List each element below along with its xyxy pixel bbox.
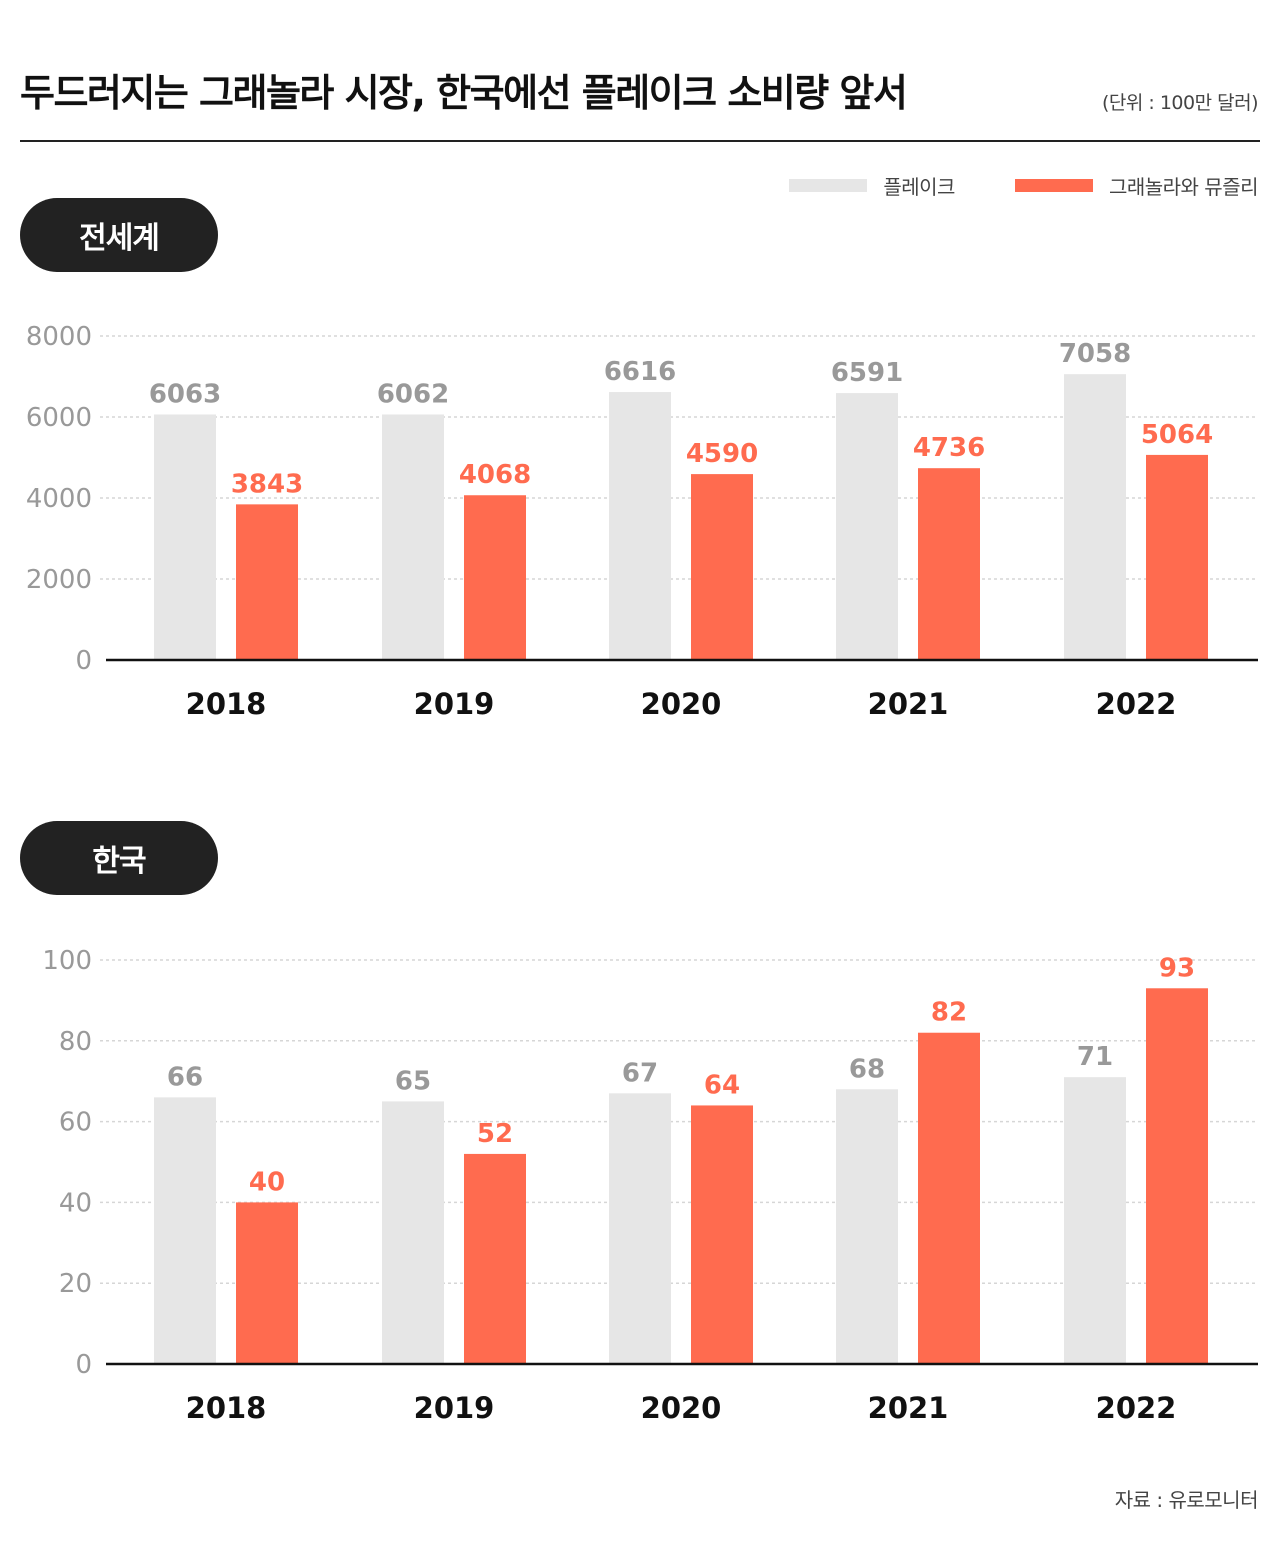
world-bar-granola-2019 (464, 495, 526, 660)
korea-y-tick-label: 100 (42, 946, 92, 976)
korea-data-label-granola-2020: 64 (704, 1070, 740, 1100)
unit-note: (단위 : 100만 달러) (1101, 92, 1259, 114)
korea-data-label-granola-2018: 40 (249, 1167, 285, 1197)
page-title: 두드러지는 그래놀라 시장, 한국에선 플레이크 소비량 앞서 (20, 71, 908, 115)
korea-x-tick-label: 2019 (414, 1391, 495, 1425)
world-bar-flakes-2019 (382, 414, 444, 660)
korea-bar-flakes-2018 (154, 1097, 216, 1364)
korea-y-tick-label: 80 (59, 1027, 92, 1057)
korea-data-label-granola-2021: 82 (931, 998, 967, 1028)
title-divider (20, 140, 1260, 142)
korea-x-tick-label: 2018 (186, 1391, 267, 1425)
korea-y-tick-label: 20 (59, 1269, 92, 1299)
world-x-tick-label: 2020 (641, 687, 722, 721)
korea-data-label-flakes-2018: 66 (167, 1062, 203, 1092)
source-note: 자료 : 유로모니터 (1114, 1488, 1259, 1512)
world-data-label-granola-2019: 4068 (459, 460, 531, 490)
world-data-label-granola-2020: 4590 (686, 439, 758, 469)
world-bar-flakes-2022 (1064, 374, 1126, 660)
world-x-tick-label: 2021 (868, 687, 949, 721)
legend-label-flakes: 플레이크 (883, 174, 955, 199)
korea-bar-granola-2020 (691, 1105, 753, 1364)
korea-data-label-flakes-2020: 67 (622, 1058, 658, 1088)
korea-data-label-flakes-2019: 65 (395, 1066, 431, 1096)
legend-item-granola: 그래놀라와 뮤즐리 (1014, 171, 1259, 200)
world-x-tick-label: 2022 (1096, 687, 1177, 721)
legend-swatch-flakes (789, 178, 868, 192)
world-data-label-granola-2018: 3843 (231, 469, 303, 499)
chart-korea: 0 20 40 60 80 100 66 40 2018 65 52 2019 67 64 2020 68 82… (42, 946, 1258, 1425)
korea-y-tick-label: 0 (75, 1350, 92, 1380)
korea-x-tick-label: 2022 (1096, 1391, 1177, 1425)
korea-y-tick-label: 40 (59, 1188, 92, 1218)
korea-bar-granola-2018 (236, 1202, 298, 1364)
korea-bar-flakes-2021 (836, 1089, 898, 1364)
world-y-tick-label: 4000 (26, 484, 92, 514)
section-pill-korea: 한국 (20, 821, 218, 895)
world-data-label-flakes-2019: 6062 (377, 379, 449, 409)
world-x-tick-label: 2019 (414, 687, 495, 721)
world-bar-flakes-2020 (609, 392, 671, 660)
world-y-tick-label: 0 (75, 646, 92, 676)
korea-x-tick-label: 2020 (641, 1391, 722, 1425)
world-bar-granola-2018 (236, 504, 298, 660)
chart-world: 0 2000 4000 6000 8000 6063 3843 2018 6062 4068 201… (26, 322, 1258, 721)
world-data-label-flakes-2020: 6616 (604, 357, 676, 387)
korea-x-tick-label: 2021 (868, 1391, 949, 1425)
korea-data-label-flakes-2021: 68 (849, 1054, 885, 1084)
korea-data-label-granola-2022: 93 (1159, 953, 1195, 983)
korea-bar-flakes-2019 (382, 1101, 444, 1364)
korea-data-label-flakes-2022: 71 (1077, 1042, 1113, 1072)
world-bar-flakes-2018 (154, 414, 216, 660)
korea-bar-flakes-2022 (1064, 1077, 1126, 1364)
legend: 플레이크 그래놀라와 뮤즐리 (789, 170, 1259, 200)
world-y-tick-label: 6000 (26, 403, 92, 433)
legend-swatch-granola (1014, 178, 1093, 192)
world-bar-granola-2022 (1146, 454, 1208, 660)
world-bar-flakes-2021 (836, 393, 898, 660)
korea-y-tick-label: 60 (59, 1108, 92, 1138)
korea-data-label-granola-2019: 52 (477, 1119, 513, 1149)
world-x-tick-label: 2018 (186, 687, 267, 721)
section-pill-world: 전세계 (20, 198, 218, 272)
world-y-tick-label: 8000 (26, 322, 92, 352)
korea-bar-flakes-2020 (609, 1093, 671, 1364)
world-data-label-granola-2021: 4736 (913, 433, 985, 463)
world-data-label-flakes-2021: 6591 (831, 358, 903, 388)
legend-item-flakes: 플레이크 (789, 171, 955, 200)
world-data-label-flakes-2018: 6063 (149, 379, 221, 409)
world-data-label-flakes-2022: 7058 (1059, 339, 1131, 369)
world-data-label-granola-2022: 5064 (1141, 420, 1213, 450)
korea-bar-granola-2019 (464, 1153, 526, 1364)
world-y-tick-label: 2000 (26, 565, 92, 595)
world-bar-granola-2020 (691, 474, 753, 660)
korea-bar-granola-2022 (1146, 988, 1208, 1364)
korea-bar-granola-2021 (918, 1032, 980, 1364)
legend-label-granola: 그래놀라와 뮤즐리 (1108, 174, 1259, 199)
world-bar-granola-2021 (918, 468, 980, 660)
